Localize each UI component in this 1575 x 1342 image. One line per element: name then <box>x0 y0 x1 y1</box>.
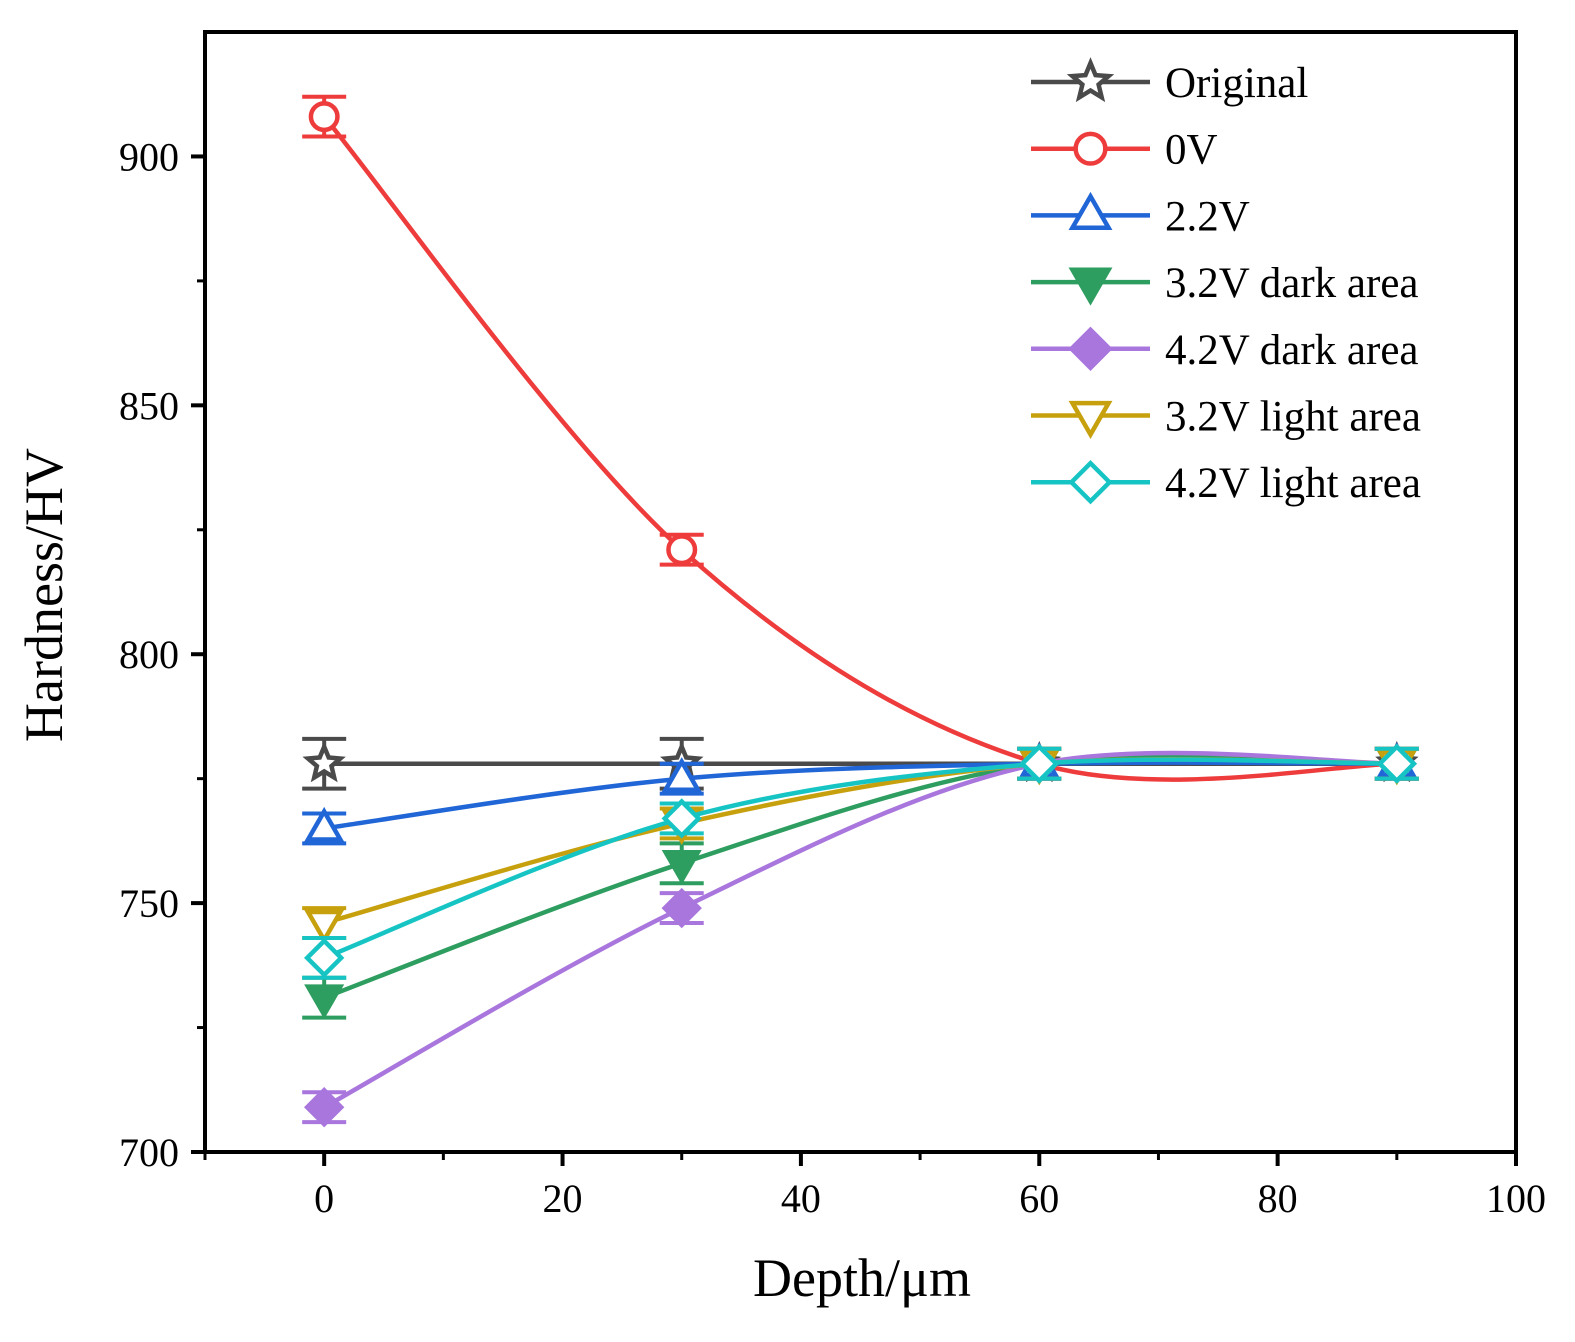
legend-item-4-2v-dark-area: 4.2V dark area <box>1031 326 1419 374</box>
legend-label: Original <box>1165 60 1308 107</box>
data-point <box>304 984 345 1020</box>
x-tick-label: 100 <box>1486 1176 1546 1221</box>
x-tick-label: 80 <box>1258 1176 1298 1221</box>
data-point <box>308 101 340 133</box>
series-line <box>323 757 1397 960</box>
legend-marker <box>1068 326 1113 371</box>
legend-marker <box>1068 191 1113 230</box>
data-point <box>666 534 698 566</box>
data-point <box>1019 743 1060 784</box>
y-tick-label: 850 <box>119 383 179 428</box>
series-line <box>323 750 1397 1110</box>
data-point <box>661 887 702 929</box>
legend-item-original: Original <box>1031 57 1308 107</box>
legend-item-0v: 0V <box>1031 127 1218 174</box>
series-line <box>322 115 1397 782</box>
plot-frame <box>203 30 1518 1154</box>
legend-marker <box>1068 400 1113 440</box>
legend-item-3-2v-dark-area: 3.2V dark area <box>1031 260 1419 307</box>
legend-label: 0V <box>1165 127 1218 174</box>
legend-marker <box>1068 267 1113 306</box>
legend-marker <box>1068 460 1113 505</box>
y-axis-title: Hardness/HV <box>14 448 74 742</box>
legend-label: 3.2V light area <box>1165 394 1421 441</box>
data-point <box>661 849 702 885</box>
data-point <box>304 806 345 842</box>
data-point <box>1376 743 1418 784</box>
data-point <box>661 757 702 792</box>
y-tick-label: 800 <box>119 632 179 677</box>
legend-label: 3.2V dark area <box>1165 260 1419 307</box>
x-tick-label: 0 <box>314 1176 334 1221</box>
legend-marker <box>1073 131 1108 166</box>
y-tick-label: 900 <box>119 134 179 179</box>
data-point <box>302 740 346 783</box>
data-point <box>304 937 345 979</box>
data-point <box>661 798 702 839</box>
series-line <box>323 754 1397 1000</box>
legend-label: 4.2V dark area <box>1165 327 1419 374</box>
data-point <box>304 909 345 945</box>
legend-item-4-2v-light-area: 4.2V light area <box>1031 460 1421 507</box>
legend-marker <box>1066 57 1115 103</box>
series-layer <box>302 94 1419 1128</box>
axes-layer: 0 20 40 60 80 100 700 750 800 850 900 <box>119 30 1546 1221</box>
y-tick-label: 700 <box>119 1130 179 1175</box>
legend: Original 0V 2.2V 3.2V dark area 4.2V dark ar… <box>1031 57 1421 507</box>
legend-label: 4.2V light area <box>1165 460 1421 507</box>
legend-item-3-2v-light-area: 3.2V light area <box>1031 394 1421 441</box>
legend-item-2-2v: 2.2V <box>1031 191 1250 240</box>
y-tick-label: 750 <box>119 881 179 926</box>
series-4-2v-light-area <box>302 743 1419 980</box>
legend-label: 2.2V <box>1165 193 1250 240</box>
x-tick-label: 40 <box>781 1176 821 1221</box>
data-point <box>304 1087 345 1128</box>
x-tick-label: 20 <box>543 1176 583 1221</box>
x-tick-label: 60 <box>1019 1176 1059 1221</box>
series-line <box>323 760 1397 831</box>
x-axis-title: Depth/μm <box>753 1248 971 1308</box>
